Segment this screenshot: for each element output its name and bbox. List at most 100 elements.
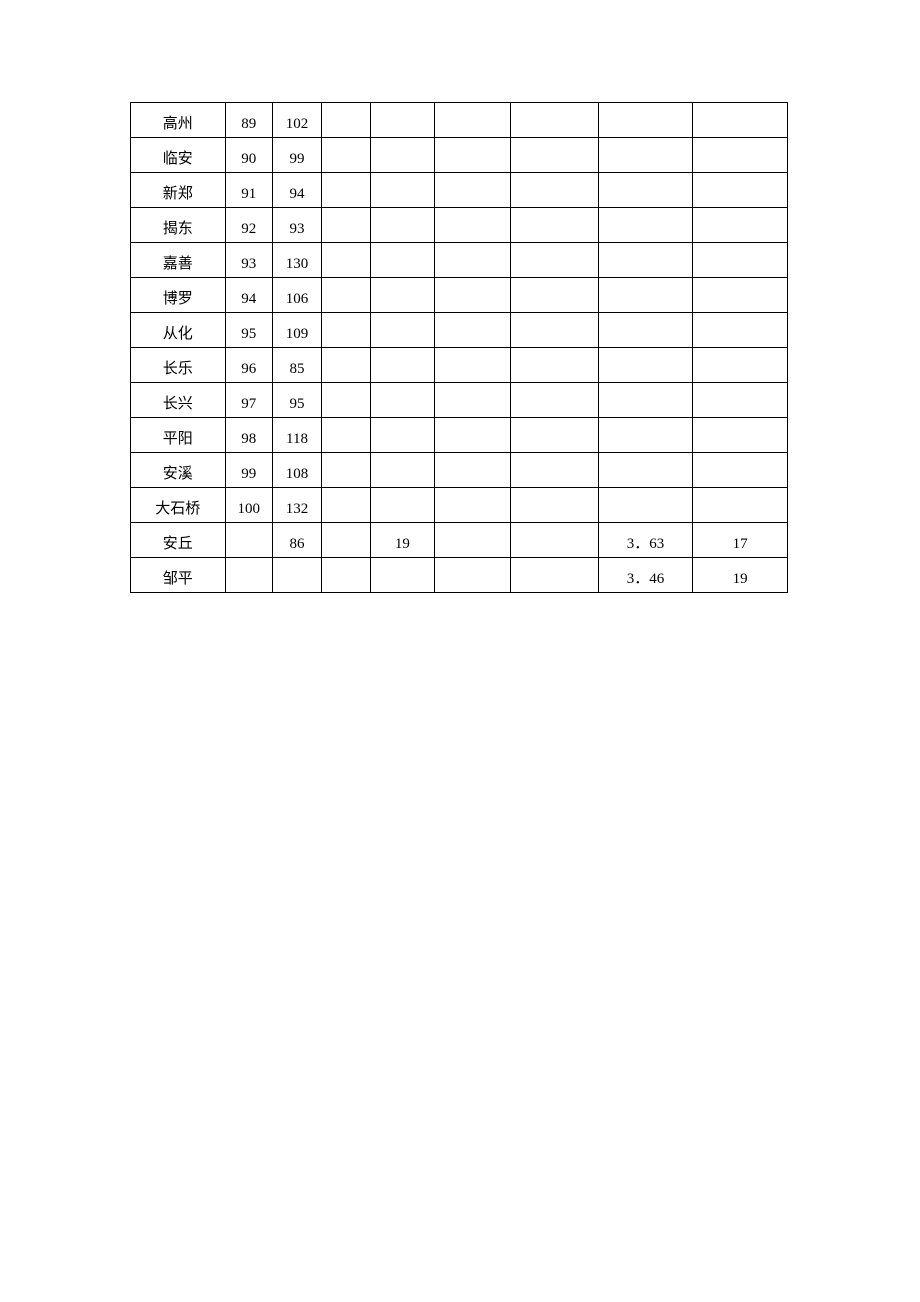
cell-c4: [322, 418, 370, 453]
cell-c7: [511, 418, 598, 453]
cell-c5: [370, 103, 435, 138]
cell-c7: [511, 243, 598, 278]
cell-c6: [435, 348, 511, 383]
table-row: 长兴9795: [131, 383, 788, 418]
table-row: 大石桥100132: [131, 488, 788, 523]
cell-c5: [370, 558, 435, 593]
cell-c3: [272, 558, 321, 593]
cell-c4: [322, 208, 370, 243]
cell-c6: [435, 278, 511, 313]
cell-c4: [322, 173, 370, 208]
cell-c9: [693, 278, 788, 313]
cell-name: 邹平: [131, 558, 226, 593]
cell-c8: [598, 488, 693, 523]
cell-c8: 3．63: [598, 523, 693, 558]
cell-c7: [511, 453, 598, 488]
cell-c2: 97: [225, 383, 272, 418]
cell-c4: [322, 453, 370, 488]
cell-c8: [598, 278, 693, 313]
cell-c7: [511, 523, 598, 558]
cell-c5: [370, 173, 435, 208]
cell-c4: [322, 523, 370, 558]
table-row: 平阳98118: [131, 418, 788, 453]
table-row: 高州89102: [131, 103, 788, 138]
table-row: 嘉善93130: [131, 243, 788, 278]
cell-c3: 99: [272, 138, 321, 173]
cell-c3: 102: [272, 103, 321, 138]
cell-name: 高州: [131, 103, 226, 138]
cell-c7: [511, 103, 598, 138]
cell-c8: [598, 208, 693, 243]
table-row: 从化95109: [131, 313, 788, 348]
cell-c7: [511, 348, 598, 383]
cell-c2: 89: [225, 103, 272, 138]
cell-c8: [598, 103, 693, 138]
cell-c5: [370, 243, 435, 278]
cell-c6: [435, 208, 511, 243]
cell-c5: [370, 383, 435, 418]
cell-c6: [435, 173, 511, 208]
cell-c2: 95: [225, 313, 272, 348]
cell-c7: [511, 313, 598, 348]
cell-c9: [693, 418, 788, 453]
cell-c7: [511, 558, 598, 593]
cell-name: 大石桥: [131, 488, 226, 523]
cell-c8: [598, 418, 693, 453]
cell-c4: [322, 488, 370, 523]
cell-c9: [693, 138, 788, 173]
cell-c3: 108: [272, 453, 321, 488]
cell-c9: [693, 313, 788, 348]
cell-c9: [693, 453, 788, 488]
cell-c5: [370, 313, 435, 348]
cell-c3: 130: [272, 243, 321, 278]
cell-c9: [693, 208, 788, 243]
cell-c9: [693, 488, 788, 523]
cell-c8: [598, 173, 693, 208]
cell-c2: [225, 558, 272, 593]
cell-c5: [370, 488, 435, 523]
cell-c7: [511, 208, 598, 243]
cell-c6: [435, 418, 511, 453]
cell-c8: [598, 383, 693, 418]
cell-name: 从化: [131, 313, 226, 348]
table-row: 安丘86193．6317: [131, 523, 788, 558]
cell-c4: [322, 313, 370, 348]
cell-name: 平阳: [131, 418, 226, 453]
cell-c7: [511, 138, 598, 173]
cell-c9: 19: [693, 558, 788, 593]
cell-c3: 94: [272, 173, 321, 208]
cell-c5: [370, 418, 435, 453]
cell-c6: [435, 558, 511, 593]
cell-c7: [511, 488, 598, 523]
cell-c9: [693, 243, 788, 278]
cell-c9: [693, 348, 788, 383]
cell-c3: 85: [272, 348, 321, 383]
cell-c9: 17: [693, 523, 788, 558]
table-row: 新郑9194: [131, 173, 788, 208]
cell-c4: [322, 103, 370, 138]
cell-c6: [435, 243, 511, 278]
cell-c5: [370, 453, 435, 488]
cell-c3: 95: [272, 383, 321, 418]
cell-c2: 99: [225, 453, 272, 488]
cell-c2: 93: [225, 243, 272, 278]
cell-name: 临安: [131, 138, 226, 173]
cell-c4: [322, 383, 370, 418]
cell-c8: 3．46: [598, 558, 693, 593]
cell-c5: [370, 278, 435, 313]
cell-name: 博罗: [131, 278, 226, 313]
cell-name: 嘉善: [131, 243, 226, 278]
cell-c6: [435, 453, 511, 488]
cell-c8: [598, 313, 693, 348]
cell-c7: [511, 383, 598, 418]
cell-c5: 19: [370, 523, 435, 558]
cell-c2: 94: [225, 278, 272, 313]
cell-c2: 96: [225, 348, 272, 383]
cell-c3: 106: [272, 278, 321, 313]
cell-c8: [598, 138, 693, 173]
cell-c5: [370, 138, 435, 173]
cell-name: 长乐: [131, 348, 226, 383]
cell-c3: 93: [272, 208, 321, 243]
cell-c4: [322, 558, 370, 593]
table-row: 邹平 3．4619: [131, 558, 788, 593]
